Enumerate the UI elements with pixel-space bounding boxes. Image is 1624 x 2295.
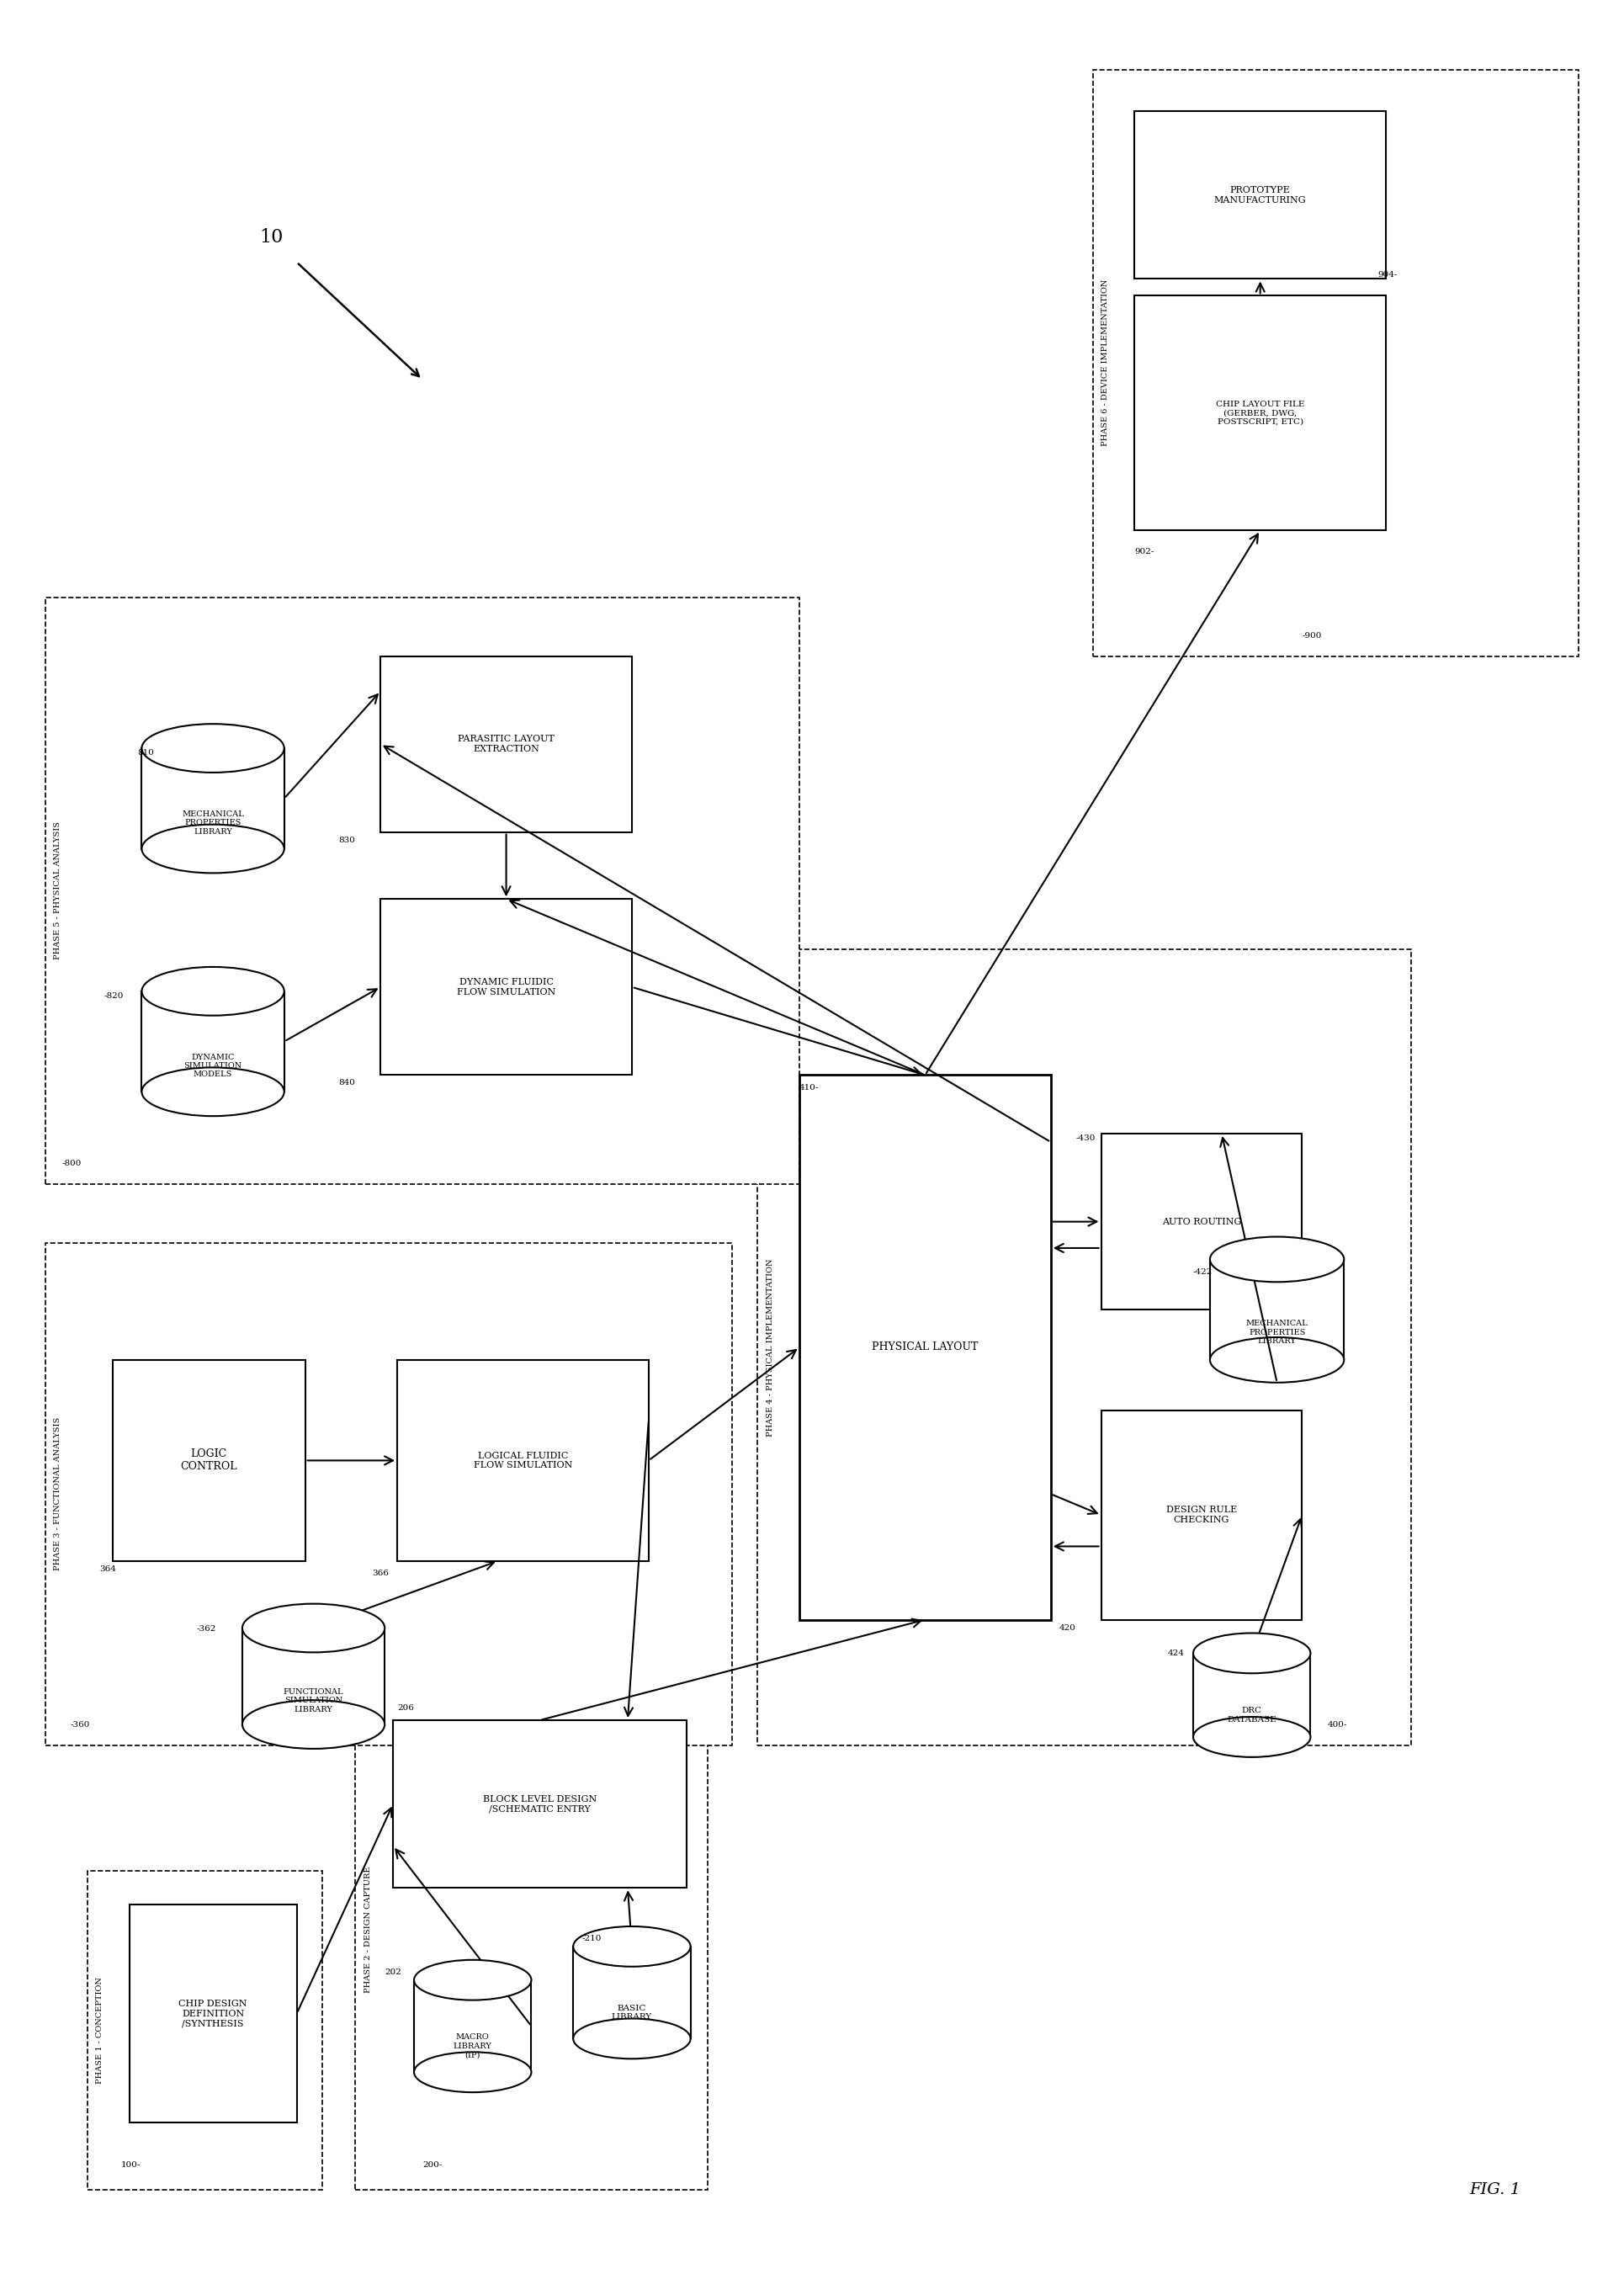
Text: MECHANICAL
PROPERTIES
LIBRARY: MECHANICAL PROPERTIES LIBRARY [182,810,244,835]
Text: PHASE 4 - PHYSICAL IMPLEMENTATION: PHASE 4 - PHYSICAL IMPLEMENTATION [767,1258,775,1437]
Bar [130,1905,297,2123]
Bar [1210,1260,1345,1361]
Ellipse shape [414,2052,531,2093]
Bar [757,950,1411,1746]
Text: FUNCTIONAL
SIMULATION
LIBRARY: FUNCTIONAL SIMULATION LIBRARY [283,1689,344,1712]
Ellipse shape [141,1067,284,1115]
Text: 424: 424 [1168,1650,1186,1657]
Bar [1135,112,1385,280]
Text: -210: -210 [581,1935,601,1942]
Ellipse shape [141,824,284,872]
Text: -800: -800 [62,1159,81,1168]
Ellipse shape [573,1926,690,1967]
Text: LOGICAL FLUIDIC
FLOW SIMULATION: LOGICAL FLUIDIC FLOW SIMULATION [474,1450,572,1469]
Text: PHASE 2 - DESIGN CAPTURE: PHASE 2 - DESIGN CAPTURE [364,1866,372,1992]
Ellipse shape [242,1604,385,1652]
Bar [393,1721,687,1889]
Ellipse shape [141,723,284,773]
Bar [380,900,632,1074]
Bar [45,1242,732,1746]
Text: 206: 206 [398,1705,414,1712]
Text: PARASITIC LAYOUT
EXTRACTION: PARASITIC LAYOUT EXTRACTION [458,734,554,753]
Ellipse shape [1194,1717,1311,1758]
Bar [1135,296,1385,530]
Ellipse shape [1194,1634,1311,1673]
Text: 830: 830 [339,835,356,845]
Text: 810: 810 [138,748,154,757]
Text: CHIP LAYOUT FILE
(GERBER, DWG,
POSTSCRIPT, ETC): CHIP LAYOUT FILE (GERBER, DWG, POSTSCRIP… [1216,402,1304,425]
Text: AUTO ROUTING: AUTO ROUTING [1161,1216,1241,1226]
Text: 840: 840 [339,1079,356,1088]
Text: BASIC
LIBRARY: BASIC LIBRARY [612,2004,653,2022]
Ellipse shape [141,966,284,1014]
Text: 202: 202 [385,1969,401,1976]
Bar [242,1627,385,1724]
Text: 10: 10 [260,227,284,246]
Ellipse shape [1210,1338,1345,1382]
Text: DYNAMIC
SIMULATION
MODELS: DYNAMIC SIMULATION MODELS [184,1053,242,1079]
Text: MACRO
LIBRARY
(IP): MACRO LIBRARY (IP) [453,2033,492,2059]
Text: BLOCK LEVEL DESIGN
/SCHEMATIC ENTRY: BLOCK LEVEL DESIGN /SCHEMATIC ENTRY [482,1795,596,1813]
Text: 100-: 100- [120,2162,140,2169]
Text: PHASE 3 - FUNCTIONAL ANALYSIS: PHASE 3 - FUNCTIONAL ANALYSIS [54,1418,62,1570]
Text: LOGIC
CONTROL: LOGIC CONTROL [180,1448,237,1473]
Bar [141,748,284,849]
Ellipse shape [242,1701,385,1749]
Text: -430: -430 [1077,1134,1096,1143]
Text: 200-: 200- [422,2162,442,2169]
Text: 410-: 410- [799,1083,818,1092]
Bar [356,1671,708,2189]
Text: DYNAMIC FLUIDIC
FLOW SIMULATION: DYNAMIC FLUIDIC FLOW SIMULATION [456,978,555,996]
Text: DESIGN RULE
CHECKING: DESIGN RULE CHECKING [1166,1506,1237,1524]
Bar [88,1870,322,2189]
Text: 420: 420 [1059,1625,1077,1632]
Text: -362: -362 [197,1625,216,1632]
Text: 366: 366 [372,1570,388,1577]
Text: DRC
DATABASE: DRC DATABASE [1228,1707,1276,1724]
Bar [1101,1409,1302,1620]
Ellipse shape [573,2020,690,2059]
Text: PHASE 1 - CONCEPTION: PHASE 1 - CONCEPTION [96,1976,104,2084]
Text: 902-: 902- [1135,549,1155,555]
Bar [380,656,632,833]
Bar [398,1361,648,1561]
Bar [141,991,284,1092]
Ellipse shape [1210,1237,1345,1283]
Text: 364: 364 [99,1565,117,1572]
Text: 904-: 904- [1377,271,1397,280]
Text: -900: -900 [1302,631,1322,640]
Text: -422: -422 [1194,1269,1213,1276]
Text: PHYSICAL LAYOUT: PHYSICAL LAYOUT [872,1343,978,1352]
Text: PHASE 5 - PHYSICAL ANALYSIS: PHASE 5 - PHYSICAL ANALYSIS [54,822,62,959]
Text: PROTOTYPE
MANUFACTURING: PROTOTYPE MANUFACTURING [1215,186,1306,204]
Text: -360: -360 [70,1721,91,1728]
Ellipse shape [414,1960,531,2001]
Text: CHIP DESIGN
DEFINITION
/SYNTHESIS: CHIP DESIGN DEFINITION /SYNTHESIS [179,1999,247,2026]
Text: PHASE 6 - DEVICE IMPLEMENTATION: PHASE 6 - DEVICE IMPLEMENTATION [1101,280,1109,445]
Text: -820: -820 [104,991,123,1001]
Text: FIG. 1: FIG. 1 [1470,2183,1520,2196]
Bar [1093,69,1579,656]
Bar [1194,1652,1311,1737]
Bar [45,597,799,1184]
Bar [112,1361,305,1561]
Text: 400-: 400- [1327,1721,1346,1728]
Text: MECHANICAL
PROPERTIES
LIBRARY: MECHANICAL PROPERTIES LIBRARY [1246,1320,1307,1345]
Bar [1101,1134,1302,1310]
Bar [414,1981,531,2072]
Bar [799,1074,1051,1620]
Bar [573,1946,690,2038]
